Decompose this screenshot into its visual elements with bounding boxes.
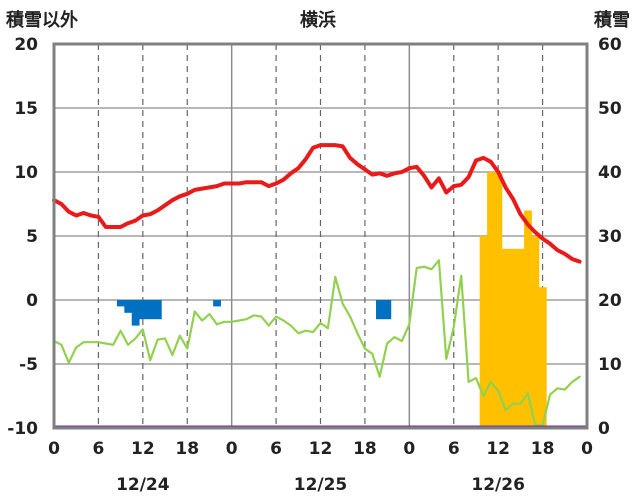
left-y-tick-label: -10 xyxy=(7,419,38,439)
right-y-tick-label: 50 xyxy=(598,99,622,119)
right-y-tick-label: 20 xyxy=(598,291,622,311)
precip-bar xyxy=(131,300,140,326)
precip-bar xyxy=(139,300,147,320)
x-tick-label: 0 xyxy=(226,439,238,459)
right-axis-label: 積雪 xyxy=(593,9,630,31)
precip-bar xyxy=(376,300,384,320)
left-y-tick-label: 20 xyxy=(14,35,38,55)
snow-bar xyxy=(487,172,495,428)
x-tick-label: 12 xyxy=(131,439,155,459)
x-tick-label: 18 xyxy=(175,439,199,459)
snow-bar xyxy=(501,248,510,428)
bar-series xyxy=(116,172,547,428)
x-tick-label: 0 xyxy=(581,439,593,459)
x-tick-label: 12 xyxy=(309,439,333,459)
precip-bar xyxy=(213,300,221,307)
dewpoint-line xyxy=(52,259,581,427)
snow-bar xyxy=(494,172,503,428)
x-tick-label: 18 xyxy=(353,439,377,459)
x-tick-label: 0 xyxy=(403,439,415,459)
x-tick-label: 12 xyxy=(486,439,510,459)
precip-bar xyxy=(146,300,155,320)
snow-bar xyxy=(538,287,547,428)
snow-bar xyxy=(531,236,540,428)
snow-bar xyxy=(509,248,518,428)
x-tick-label: 6 xyxy=(270,439,282,459)
right-y-tick-label: 60 xyxy=(598,35,622,55)
date-label: 12/25 xyxy=(294,475,348,495)
snow-bar xyxy=(516,248,525,428)
x-tick-label: 6 xyxy=(92,439,104,459)
snow-bar xyxy=(524,210,532,428)
date-label: 12/26 xyxy=(471,475,525,495)
date-label: 12/24 xyxy=(116,475,170,495)
left-y-tick-label: 15 xyxy=(14,99,38,119)
x-tick-label: 0 xyxy=(48,439,60,459)
plot-border xyxy=(52,42,589,430)
right-y-tick-label: 40 xyxy=(598,163,622,183)
temperature-line xyxy=(52,143,582,264)
x-tick-label: 6 xyxy=(448,439,460,459)
right-y-tick-label: 0 xyxy=(598,419,610,439)
left-y-tick-label: 5 xyxy=(26,227,38,247)
left-y-tick-label: -5 xyxy=(19,355,38,375)
precip-bar xyxy=(153,300,162,320)
plot-frame xyxy=(52,42,589,430)
precip-bar xyxy=(383,300,392,320)
precip-bar xyxy=(116,300,125,307)
x-tick-label: 18 xyxy=(531,439,555,459)
right-y-tick-label: 30 xyxy=(598,227,622,247)
left-y-tick-label: 0 xyxy=(26,291,38,311)
left-y-tick-label: 10 xyxy=(14,163,38,183)
chart-title: 横浜 xyxy=(300,9,336,31)
precip-bar xyxy=(124,300,133,313)
snow-bar xyxy=(479,236,488,428)
left-axis-label: 積雪以外 xyxy=(5,9,78,31)
right-y-tick-label: 10 xyxy=(598,355,622,375)
